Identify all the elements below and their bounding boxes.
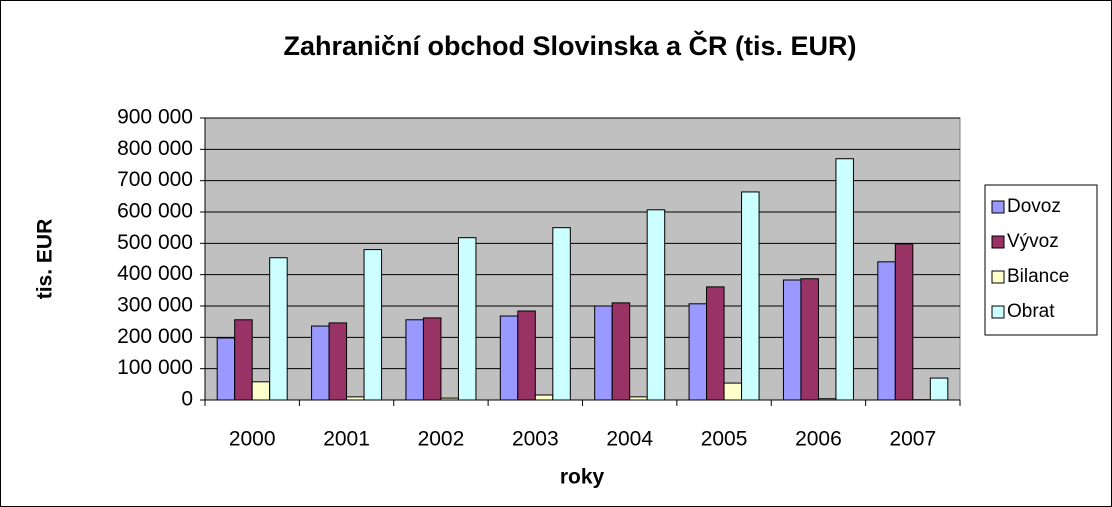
bar xyxy=(835,158,854,401)
bar xyxy=(706,286,725,401)
y-tick-label: 300 000 xyxy=(117,294,193,317)
legend-label: Vývoz xyxy=(1007,231,1059,252)
x-tick-label: 2002 xyxy=(418,428,465,451)
legend-swatch xyxy=(991,270,1005,284)
bar xyxy=(929,377,949,401)
bar xyxy=(216,337,236,401)
y-tick-label: 100 000 xyxy=(117,356,193,379)
bar xyxy=(894,243,914,401)
bar xyxy=(499,315,519,401)
bar xyxy=(251,381,271,401)
bar xyxy=(405,319,424,401)
y-tick-label: 600 000 xyxy=(117,200,193,223)
x-tick-label: 2001 xyxy=(323,428,370,451)
y-tick-label: 800 000 xyxy=(117,137,193,160)
x-tick-label: 2003 xyxy=(512,428,559,451)
legend-swatch xyxy=(991,305,1005,319)
bar xyxy=(422,317,442,401)
y-tick-label: 700 000 xyxy=(117,168,193,191)
bar xyxy=(269,257,288,401)
bar xyxy=(782,279,802,401)
bar xyxy=(534,394,554,401)
x-tick-label: 2005 xyxy=(701,428,748,451)
bar xyxy=(877,261,896,401)
y-tick-label: 400 000 xyxy=(117,262,193,285)
x-tick-label: 2007 xyxy=(889,428,936,451)
bar xyxy=(363,249,383,401)
bar xyxy=(800,278,819,401)
x-axis-label: roky xyxy=(560,466,605,489)
legend-swatch xyxy=(991,200,1005,214)
bar xyxy=(611,302,631,401)
bar xyxy=(457,237,477,401)
bar xyxy=(723,382,743,401)
y-tick-label: 900 000 xyxy=(117,106,193,129)
y-tick-label: 0 xyxy=(181,388,193,411)
bar xyxy=(594,305,613,401)
bar xyxy=(688,303,708,401)
bar xyxy=(311,325,330,401)
bar xyxy=(328,322,348,401)
chart-title: Zahraniční obchod Slovinska a ČR (tis. E… xyxy=(283,30,856,61)
legend-label: Bilance xyxy=(1007,266,1069,287)
bar xyxy=(629,396,648,401)
legend-label: Dovoz xyxy=(1007,196,1061,217)
x-tick-label: 2000 xyxy=(229,428,276,451)
bar xyxy=(517,310,536,401)
y-tick-label: 500 000 xyxy=(117,231,193,254)
bar xyxy=(646,209,666,401)
x-tick-label: 2006 xyxy=(795,428,842,451)
y-axis-label: tis. EUR xyxy=(34,219,57,300)
bar xyxy=(440,397,459,401)
y-tick-label: 200 000 xyxy=(117,325,193,348)
legend-swatch xyxy=(991,235,1005,249)
bar xyxy=(552,227,571,401)
bar xyxy=(346,396,365,401)
legend-label: Obrat xyxy=(1007,301,1055,322)
x-tick-label: 2004 xyxy=(606,428,653,451)
bar xyxy=(234,319,253,401)
bar xyxy=(817,398,837,401)
bar xyxy=(741,191,760,401)
